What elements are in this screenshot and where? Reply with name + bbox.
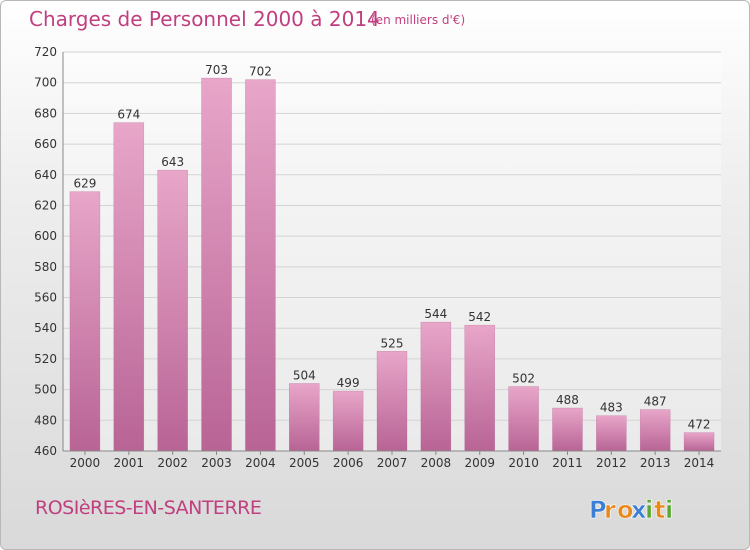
x-tick-label: 2000 (70, 456, 101, 470)
bar-value-label: 488 (556, 393, 579, 407)
bar (332, 390, 364, 452)
x-tick-label: 2008 (421, 456, 452, 470)
bar-value-label: 525 (381, 336, 404, 350)
y-tick-label: 500 (34, 383, 57, 397)
proxiti-logo: Pr oxi t i (589, 496, 674, 525)
x-tick-label: 2007 (377, 456, 408, 470)
logo-letter: o (617, 496, 634, 524)
bar-value-label: 542 (468, 310, 491, 324)
x-tick-label: 2006 (333, 456, 364, 470)
y-tick-label: 620 (34, 198, 57, 212)
bar-value-label: 504 (293, 368, 316, 382)
x-tick-label: 2010 (508, 456, 539, 470)
bar (69, 191, 101, 452)
x-tick-label: 2009 (464, 456, 495, 470)
bar (289, 383, 320, 452)
chart-subtitle: (en milliers d'€) (371, 13, 466, 27)
bar-value-label: 502 (512, 372, 535, 386)
y-tick-label: 520 (34, 352, 57, 366)
y-tick-label: 700 (34, 76, 57, 90)
y-tick-label: 480 (34, 413, 57, 427)
x-tick-label: 2003 (201, 456, 232, 470)
y-tick-label: 560 (34, 291, 57, 305)
bar-value-label: 472 (688, 418, 711, 432)
y-tick-label: 720 (34, 45, 57, 59)
x-tick-label: 2005 (289, 456, 320, 470)
bar-value-label: 643 (161, 155, 184, 169)
bar (376, 351, 408, 452)
y-tick-label: 680 (34, 106, 57, 120)
y-tick-label: 600 (34, 229, 57, 243)
y-axis: 460 480 500 520 540 560 580 600 620 640 660 680 700 7… (34, 45, 721, 458)
bar (464, 324, 495, 452)
bar (508, 386, 539, 452)
bar (683, 432, 715, 452)
bar-value-label: 702 (249, 65, 272, 79)
bar (157, 169, 188, 452)
bar-value-label: 674 (117, 108, 140, 122)
x-tick-label: 2002 (157, 456, 188, 470)
bar (552, 407, 583, 452)
logo-letter: t (654, 496, 665, 524)
bar (596, 415, 627, 452)
bar (113, 122, 145, 452)
bar (201, 77, 232, 452)
x-tick-label: 2004 (245, 456, 276, 470)
x-tick-label: 2011 (552, 456, 583, 470)
y-tick-label: 660 (34, 137, 57, 151)
commune-name: ROSIèRES-EN-SANTERRE (35, 497, 262, 519)
logo-letter: i (645, 496, 653, 524)
bar-value-label: 544 (424, 307, 447, 321)
x-tick-label: 2001 (114, 456, 145, 470)
bar (420, 321, 452, 452)
y-tick-label: 460 (34, 444, 57, 458)
x-tick-label: 2014 (684, 456, 715, 470)
bar-value-label: 487 (644, 395, 667, 409)
x-tick-label: 2013 (640, 456, 671, 470)
bars: 629 674 643 703 702 504 499 525 544 542 502 488 483 4… (69, 63, 715, 452)
logo-letter: P (589, 496, 607, 524)
bar-value-label: 629 (73, 177, 96, 191)
logo-letter: x (631, 496, 647, 524)
logo-letter: i (665, 496, 673, 524)
bar (639, 409, 671, 452)
bar-value-label: 499 (337, 376, 360, 390)
bar-value-label: 703 (205, 63, 228, 77)
logo-letter: r (604, 496, 616, 524)
x-tick-label: 2012 (596, 456, 627, 470)
bar-value-label: 483 (600, 401, 623, 415)
y-tick-label: 640 (34, 168, 57, 182)
x-axis: 2000 2001 2002 2003 2004 2005 2006 2007 2008 2009… (70, 451, 715, 470)
bar (245, 79, 276, 452)
y-tick-label: 580 (34, 260, 57, 274)
chart-title: Charges de Personnel 2000 à 2014 (29, 7, 380, 31)
y-tick-label: 540 (34, 321, 57, 335)
